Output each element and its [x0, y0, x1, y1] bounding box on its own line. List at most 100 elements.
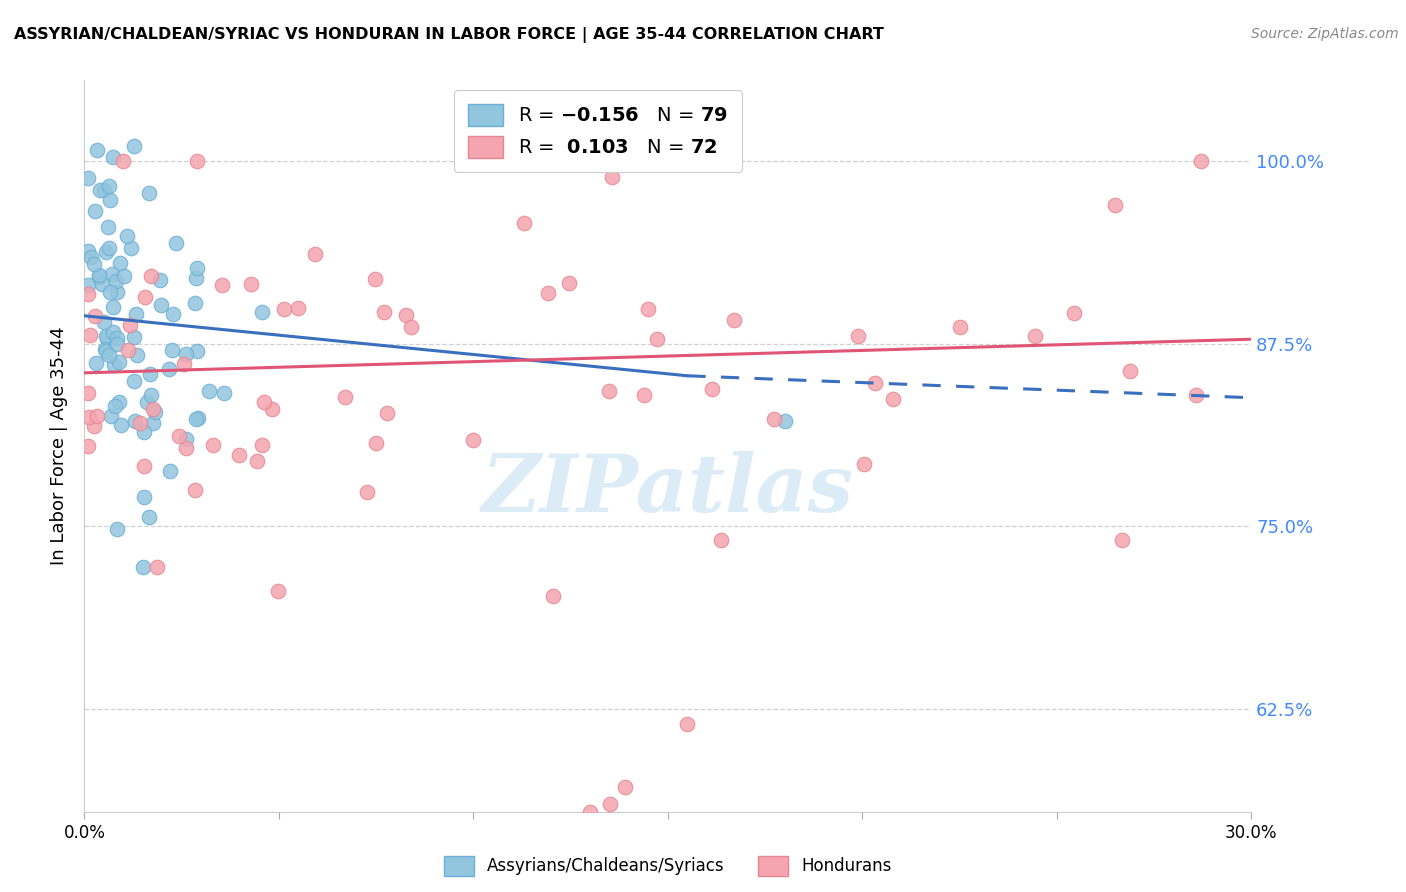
Point	[176, 347, 198, 361]
Point	[128, 416, 150, 430]
Text: ZIPatlas: ZIPatlas	[482, 451, 853, 529]
Point	[101, 301, 124, 315]
Point	[86, 143, 108, 157]
Point	[83, 309, 105, 323]
Point	[77, 439, 100, 453]
Point	[228, 448, 250, 462]
Point	[93, 183, 115, 197]
Point	[120, 241, 142, 255]
Point	[273, 301, 295, 316]
Point	[637, 302, 659, 317]
Point	[239, 277, 262, 291]
Point	[1119, 364, 1142, 378]
Point	[89, 268, 111, 282]
Point	[333, 390, 356, 404]
Point	[103, 358, 125, 372]
Point	[186, 153, 208, 168]
Point	[98, 285, 121, 299]
Point	[700, 382, 723, 396]
Point	[863, 376, 886, 391]
Point	[86, 409, 108, 423]
Point	[853, 457, 876, 471]
Point	[1104, 197, 1126, 211]
Point	[77, 277, 100, 292]
Point	[600, 170, 623, 185]
Point	[304, 247, 326, 261]
Point	[150, 298, 173, 312]
Point	[104, 274, 127, 288]
Point	[162, 307, 184, 321]
Point	[93, 315, 115, 329]
Point	[157, 362, 180, 376]
Text: Source: ZipAtlas.com: Source: ZipAtlas.com	[1251, 27, 1399, 41]
Point	[127, 348, 149, 362]
Point	[949, 320, 972, 334]
Point	[173, 357, 195, 371]
Point	[184, 412, 207, 426]
Point	[110, 418, 132, 433]
Point	[160, 343, 183, 357]
Point	[87, 269, 110, 284]
Point	[159, 464, 181, 478]
Point	[211, 277, 233, 292]
Point	[83, 257, 105, 271]
Point	[134, 490, 156, 504]
Point	[645, 333, 668, 347]
Point	[214, 386, 236, 401]
Legend: Assyrians/Chaldeans/Syriacs, Hondurans: Assyrians/Chaldeans/Syriacs, Hondurans	[436, 848, 900, 884]
Point	[633, 388, 655, 402]
Point	[89, 183, 111, 197]
Point	[246, 453, 269, 467]
Point	[167, 429, 190, 443]
Point	[84, 203, 107, 218]
Point	[142, 417, 165, 431]
Point	[105, 337, 128, 351]
Point	[96, 331, 118, 345]
Point	[763, 412, 786, 426]
Point	[91, 277, 114, 292]
Point	[134, 458, 156, 473]
Point	[100, 409, 122, 424]
Point	[373, 305, 395, 319]
Point	[115, 228, 138, 243]
Point	[139, 388, 162, 402]
Point	[1111, 533, 1133, 548]
Point	[846, 329, 869, 343]
Point	[364, 271, 387, 285]
Point	[111, 153, 134, 168]
Point	[105, 522, 128, 536]
Point	[165, 235, 187, 250]
Point	[94, 343, 117, 358]
Point	[101, 150, 124, 164]
Point	[98, 241, 121, 255]
Point	[142, 401, 165, 416]
Point	[98, 194, 121, 208]
Point	[101, 325, 124, 339]
Point	[187, 410, 209, 425]
Point	[77, 286, 100, 301]
Point	[250, 437, 273, 451]
Point	[253, 395, 276, 409]
Point	[134, 290, 156, 304]
Point	[108, 395, 131, 409]
Point	[105, 331, 128, 345]
Point	[1189, 153, 1212, 168]
Point	[77, 171, 100, 186]
Point	[399, 319, 422, 334]
Point	[186, 344, 208, 359]
Point	[101, 267, 124, 281]
Point	[186, 260, 208, 275]
Point	[124, 414, 146, 428]
Point	[122, 330, 145, 344]
Point	[1024, 328, 1046, 343]
Point	[83, 418, 105, 433]
Point	[117, 343, 139, 357]
Point	[356, 484, 378, 499]
Point	[79, 409, 101, 424]
Point	[558, 276, 581, 290]
Point	[599, 797, 621, 812]
Text: ASSYRIAN/CHALDEAN/SYRIAC VS HONDURAN IN LABOR FORCE | AGE 35-44 CORRELATION CHAR: ASSYRIAN/CHALDEAN/SYRIAC VS HONDURAN IN …	[14, 27, 884, 43]
Point	[174, 441, 197, 455]
Point	[77, 244, 100, 258]
Point	[598, 384, 620, 398]
